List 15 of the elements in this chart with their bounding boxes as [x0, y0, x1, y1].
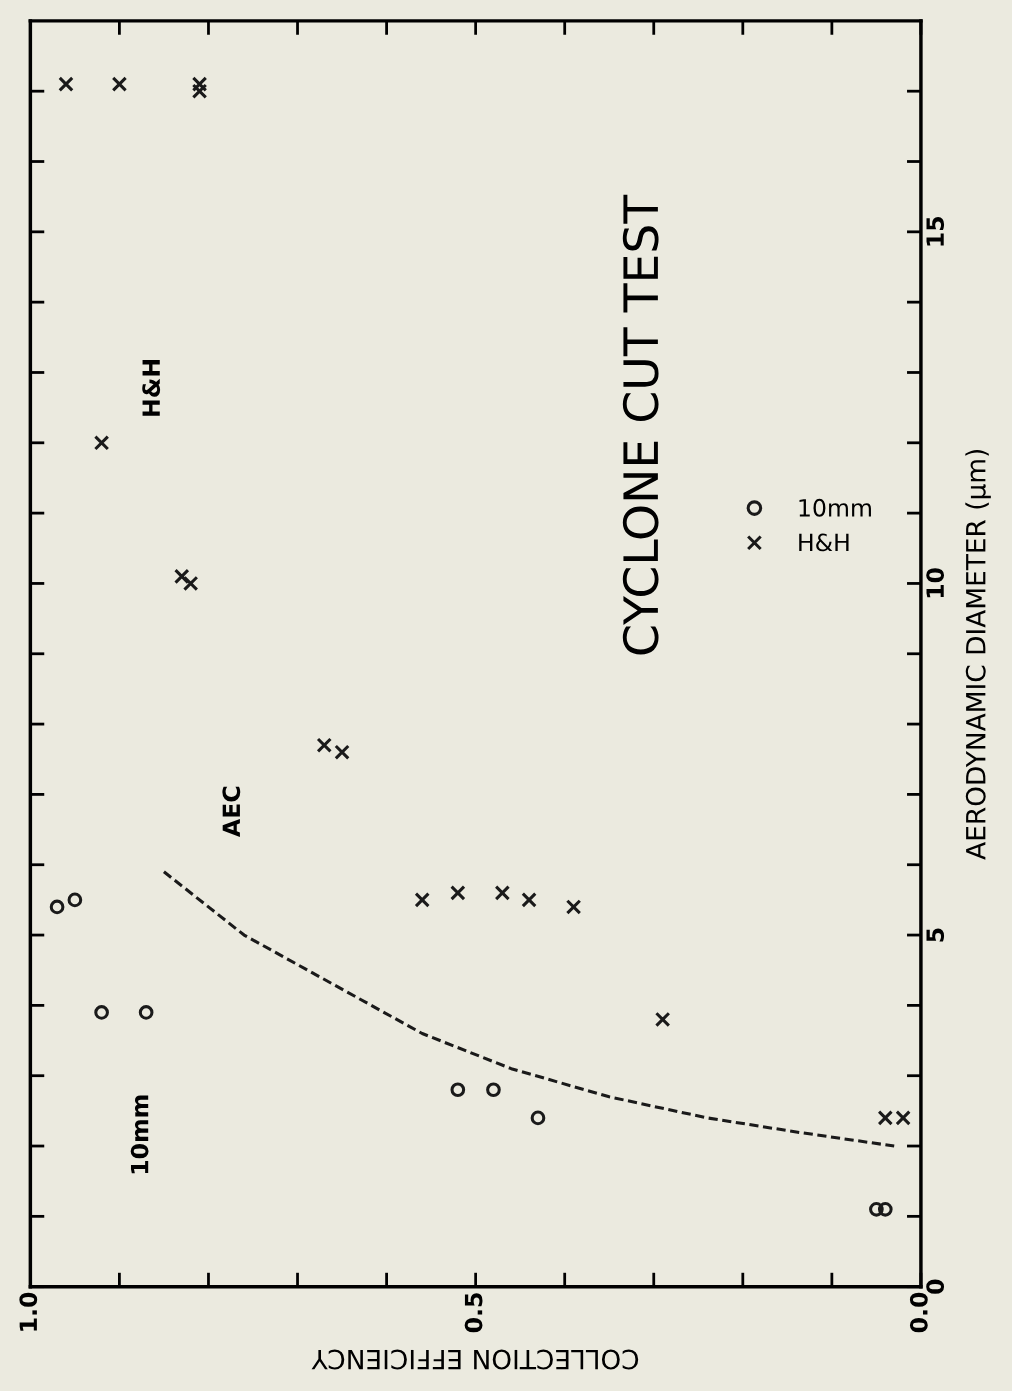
- y-tick-label: 10: [926, 568, 945, 598]
- legend-label: H&H: [799, 533, 849, 552]
- legend-label: 10mm: [799, 498, 871, 517]
- text: AEC: [222, 786, 241, 837]
- y-tick-label: 15: [926, 217, 945, 246]
- annotation: 10mm: [130, 1095, 149, 1174]
- y-tick-label: 5: [926, 928, 945, 942]
- x-tick-label: 0.0: [909, 1292, 928, 1333]
- text: CYCLONE CUT TEST: [622, 194, 659, 655]
- y-axis-title: AERODYNAMIC DIAMETER (µm): [965, 449, 991, 860]
- annotation: H&H: [142, 360, 161, 416]
- x-axis-title: COLLECTION EFFICIENCY: [311, 1349, 639, 1370]
- y-tick-label: 0: [926, 1279, 945, 1294]
- x-tick-label: 0.5: [464, 1293, 483, 1333]
- x-tick-label: 1.0: [19, 1292, 38, 1331]
